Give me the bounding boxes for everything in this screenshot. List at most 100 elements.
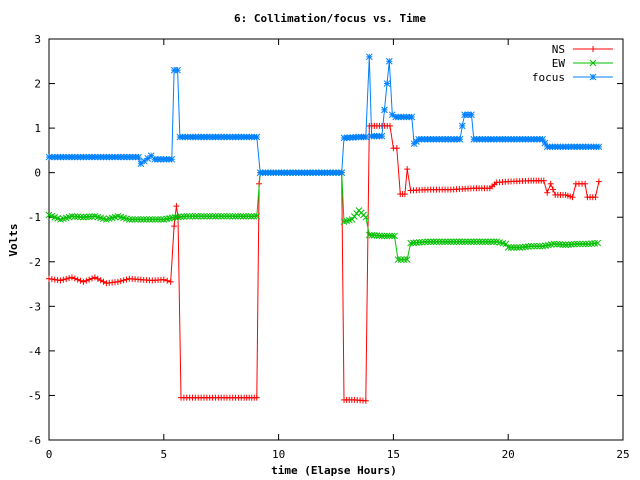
- series-line: [48, 125, 600, 402]
- data-point: [177, 213, 185, 221]
- data-point: [487, 238, 495, 246]
- data-point: [97, 277, 104, 284]
- data-point: [167, 278, 174, 285]
- data-point: [137, 160, 145, 168]
- data-point: [579, 240, 587, 248]
- legend-marker: [590, 46, 596, 52]
- data-point: [253, 394, 260, 401]
- legend-marker: [589, 73, 597, 81]
- data-point: [447, 238, 455, 246]
- x-tick-label: 15: [387, 448, 400, 461]
- data-point: [433, 238, 440, 246]
- data-point: [89, 275, 96, 282]
- data-point: [250, 212, 258, 220]
- y-tick-label: -2: [28, 256, 41, 269]
- data-point: [438, 238, 446, 246]
- data-point: [197, 212, 205, 220]
- data-point: [91, 274, 98, 281]
- data-point: [468, 111, 475, 119]
- y-tick-label: 3: [34, 33, 41, 46]
- legend-label: EW: [552, 57, 566, 70]
- data-point: [464, 238, 472, 246]
- data-point: [388, 232, 396, 240]
- data-point: [140, 157, 148, 165]
- data-point: [71, 275, 78, 282]
- axis-ticks: 0 5 10 15 20 25 -6 -5 -4 -3 -2 -1 0 1 2 3: [28, 33, 630, 461]
- data-point: [404, 166, 411, 173]
- data-point: [594, 239, 602, 247]
- data-point: [386, 122, 393, 129]
- data-point: [524, 243, 532, 250]
- data-point: [154, 216, 162, 223]
- data-point: [381, 106, 388, 114]
- data-point: [547, 180, 554, 187]
- data-point: [516, 244, 524, 251]
- data-point: [502, 240, 510, 248]
- data-point: [131, 216, 139, 223]
- data-point: [490, 238, 498, 246]
- legend-label: NS: [552, 43, 565, 56]
- data-point: [408, 113, 416, 121]
- data-point: [418, 238, 426, 246]
- y-tick-label: 2: [34, 78, 41, 91]
- data-point: [458, 122, 466, 130]
- data-point: [253, 212, 261, 220]
- data-point: [100, 278, 107, 285]
- data-point: [365, 53, 373, 61]
- data-point: [556, 241, 564, 248]
- data-point: [481, 238, 489, 246]
- data-point: [140, 216, 148, 223]
- data-point: [114, 278, 121, 285]
- data-point: [567, 241, 575, 248]
- series-layer: [45, 53, 603, 404]
- data-point: [378, 132, 386, 140]
- data-point: [582, 180, 589, 187]
- data-point: [394, 256, 402, 263]
- data-point: [82, 213, 90, 221]
- data-point: [217, 212, 225, 220]
- data-point: [128, 216, 136, 223]
- data-point: [135, 153, 142, 161]
- data-point: [435, 238, 443, 246]
- data-point: [473, 238, 480, 246]
- data-point: [522, 243, 529, 251]
- data-point: [229, 212, 237, 220]
- data-point: [88, 213, 96, 220]
- data-point: [401, 191, 408, 198]
- data-point: [595, 143, 603, 151]
- data-point: [214, 212, 222, 220]
- data-point: [171, 223, 178, 230]
- x-tick-label: 5: [160, 448, 167, 461]
- data-point: [424, 238, 432, 246]
- data-point: [476, 238, 483, 246]
- data-point: [533, 242, 541, 250]
- x-tick-label: 25: [616, 448, 629, 461]
- data-point: [226, 212, 234, 220]
- data-point: [400, 256, 408, 263]
- data-point: [592, 194, 599, 201]
- data-point: [240, 212, 247, 220]
- data-point: [248, 212, 255, 220]
- data-point: [168, 155, 176, 163]
- plot-frame: [48, 38, 624, 441]
- data-point: [453, 238, 460, 246]
- data-point: [77, 213, 84, 221]
- data-point: [189, 212, 196, 220]
- y-tick-label: -5: [28, 389, 41, 402]
- data-point: [143, 216, 150, 223]
- data-point: [74, 276, 81, 283]
- data-point: [68, 212, 76, 220]
- data-point: [407, 239, 414, 247]
- data-point: [513, 244, 521, 251]
- data-point: [362, 213, 370, 221]
- data-point: [386, 232, 393, 240]
- data-point: [573, 240, 581, 248]
- data-point: [200, 212, 208, 220]
- data-point: [381, 232, 388, 240]
- data-point: [186, 212, 193, 220]
- data-point: [180, 213, 188, 220]
- data-point: [174, 66, 181, 74]
- data-point: [206, 212, 214, 220]
- data-point: [174, 213, 182, 221]
- data-point: [151, 155, 158, 163]
